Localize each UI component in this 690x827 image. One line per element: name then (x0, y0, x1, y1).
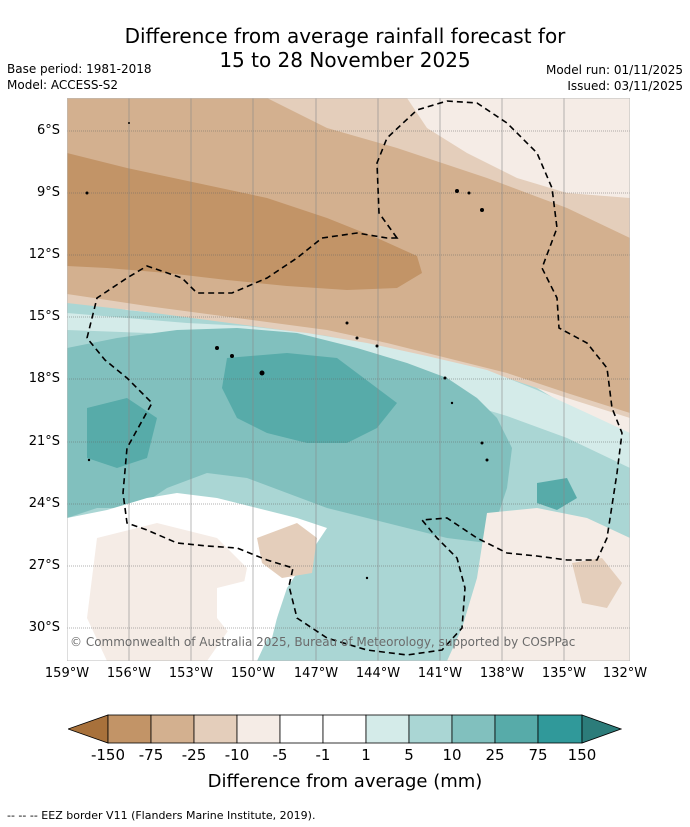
lat-label-6s: 6°S (36, 123, 60, 138)
near-normal-patch (217, 578, 282, 643)
colorbar-title: Difference from average (mm) (207, 771, 483, 792)
colorbar-label: -25 (181, 746, 207, 764)
rainfall-map: © Commonwealth of Australia 2025, Bureau… (67, 98, 630, 661)
lat-label-30s: 30°S (28, 620, 60, 635)
map-title-line1: Difference from average rainfall forecas… (124, 24, 566, 48)
lon-label-144w: 144°W (355, 666, 401, 681)
copyright-notice: © Commonwealth of Australia 2025, Bureau… (70, 635, 575, 649)
lon-label-150w: 150°W (230, 666, 276, 681)
colorbar-swatch (279, 714, 324, 744)
colorbar-swatch (236, 714, 281, 744)
issued-date: Issued: 03/11/2025 (567, 79, 683, 93)
colorbar-swatch (107, 714, 152, 744)
model-run: Model run: 01/11/2025 (545, 63, 683, 77)
wet-zone-plus25 (222, 353, 397, 443)
colorbar-swatch-extend-min (68, 714, 109, 744)
lat-label-12s: 12°S (28, 247, 60, 262)
lon-label-138w: 138°W (479, 666, 525, 681)
eez-footnote: -- -- -- EEZ border V11 (Flanders Marine… (7, 809, 316, 822)
colorbar-label: -5 (272, 746, 288, 764)
colorbar-label: 1 (361, 746, 371, 764)
lat-label-21s: 21°S (28, 434, 60, 449)
lat-label-9s: 9°S (36, 185, 60, 200)
eez-border (86, 100, 623, 656)
wet-zone-plus25-west (87, 398, 157, 468)
colorbar-label: 5 (404, 746, 414, 764)
lon-label-147w: 147°W (293, 666, 339, 681)
dry-patch-south-east-inner (572, 558, 622, 608)
colorbar-swatch (408, 714, 453, 744)
colorbar-label: -10 (224, 746, 250, 764)
base-period: Base period: 1981-2018 (7, 62, 152, 76)
wet-zone-plus1-band (67, 313, 630, 468)
colorbar-label: 10 (442, 746, 462, 764)
colorbar-label: -150 (90, 746, 126, 764)
lon-label-156w: 156°W (106, 666, 152, 681)
colorbar-swatch (451, 714, 496, 744)
lon-label-135w: 135°W (541, 666, 587, 681)
colorbar-swatch (365, 714, 410, 744)
colorbar-label: 75 (528, 746, 548, 764)
lat-label-24s: 24°S (28, 496, 60, 511)
colorbar-swatch (150, 714, 195, 744)
lat-label-27s: 27°S (28, 558, 60, 573)
colorbar-swatch (322, 714, 367, 744)
colorbar-label: -75 (138, 746, 164, 764)
colorbar-label: 25 (485, 746, 505, 764)
lat-label-18s: 18°S (28, 371, 60, 386)
colorbar (68, 714, 622, 744)
lon-label-159w: 159°W (44, 666, 90, 681)
colorbar-swatch (494, 714, 539, 744)
lon-label-141w: 141°W (417, 666, 463, 681)
rainfall-map-svg: © Commonwealth of Australia 2025, Bureau… (67, 98, 630, 661)
islands (85, 122, 489, 580)
dry-patch-south-west (87, 523, 247, 661)
map-title-line2: 15 to 28 November 2025 (219, 48, 471, 72)
dry-patch-south-central (257, 523, 317, 578)
colorbar-label: -1 (315, 746, 331, 764)
lon-label-153w: 153°W (168, 666, 214, 681)
wet-zone-plus25-east (537, 478, 577, 510)
lon-label-132w: 132°W (602, 666, 648, 681)
lat-label-15s: 15°S (28, 309, 60, 324)
model-name: Model: ACCESS-S2 (7, 78, 119, 92)
dry-zone-minus75 (67, 153, 422, 290)
colorbar-swatch-extend-max (581, 714, 622, 744)
dry-zone-top-right (407, 98, 630, 198)
colorbar-label: 150 (567, 746, 597, 764)
colorbar-swatch (193, 714, 238, 744)
colorbar-swatch (537, 714, 583, 744)
